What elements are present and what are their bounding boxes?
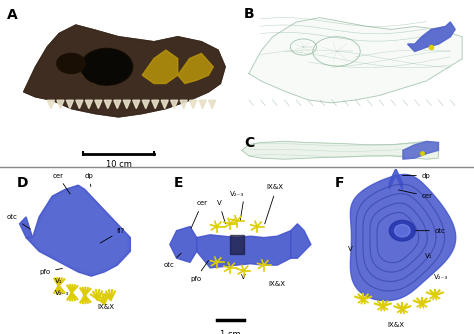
Text: dp: dp <box>402 173 430 179</box>
Polygon shape <box>47 100 55 109</box>
Text: V₁: V₁ <box>55 278 62 284</box>
Text: cer: cer <box>52 173 70 194</box>
Text: D: D <box>17 176 28 190</box>
Polygon shape <box>26 185 130 276</box>
Polygon shape <box>389 169 402 189</box>
Polygon shape <box>199 100 206 109</box>
Text: 1 cm: 1 cm <box>220 330 241 334</box>
Polygon shape <box>403 141 438 159</box>
Polygon shape <box>152 100 159 109</box>
Text: V: V <box>217 200 226 224</box>
Polygon shape <box>24 25 225 117</box>
Text: A: A <box>7 8 18 22</box>
Text: V₂₋₃: V₂₋₃ <box>55 291 69 296</box>
Polygon shape <box>114 100 121 109</box>
Polygon shape <box>32 190 126 272</box>
Text: B: B <box>244 7 255 21</box>
Polygon shape <box>190 100 197 109</box>
Text: dp: dp <box>85 173 93 187</box>
Text: IX&X: IX&X <box>387 322 404 328</box>
Polygon shape <box>171 100 178 109</box>
Polygon shape <box>178 53 213 84</box>
Text: otc: otc <box>7 214 30 229</box>
Text: pfo: pfo <box>39 269 63 275</box>
Text: C: C <box>244 136 255 150</box>
Text: V: V <box>241 274 246 280</box>
Polygon shape <box>161 100 168 109</box>
Polygon shape <box>95 100 102 109</box>
Polygon shape <box>197 231 291 268</box>
Text: E: E <box>174 176 183 190</box>
Circle shape <box>57 53 85 73</box>
Text: V: V <box>348 246 353 252</box>
Polygon shape <box>249 18 462 103</box>
Text: V₂₋₃: V₂₋₃ <box>434 274 448 280</box>
Text: IX&X: IX&X <box>98 304 115 310</box>
Text: cer: cer <box>399 190 433 199</box>
Polygon shape <box>133 100 140 109</box>
Text: cer: cer <box>191 200 208 228</box>
Text: IX&X: IX&X <box>266 184 283 190</box>
Text: 10 cm: 10 cm <box>106 160 131 169</box>
Polygon shape <box>209 100 216 109</box>
Polygon shape <box>291 224 311 258</box>
Text: pfo: pfo <box>190 261 209 282</box>
Polygon shape <box>76 100 83 109</box>
Polygon shape <box>104 100 111 109</box>
Polygon shape <box>66 100 73 109</box>
Polygon shape <box>142 100 149 109</box>
Ellipse shape <box>389 220 415 241</box>
Text: V₂₋₃: V₂₋₃ <box>230 191 244 197</box>
Text: V₁: V₁ <box>425 253 432 259</box>
Polygon shape <box>29 188 128 274</box>
Polygon shape <box>24 25 225 117</box>
Polygon shape <box>408 22 455 51</box>
Polygon shape <box>83 50 130 84</box>
Polygon shape <box>230 235 244 254</box>
Polygon shape <box>85 100 92 109</box>
Text: IX&X: IX&X <box>269 281 286 287</box>
Polygon shape <box>170 226 197 263</box>
Circle shape <box>82 49 132 84</box>
Text: otc: otc <box>414 228 446 234</box>
Polygon shape <box>19 217 33 237</box>
Polygon shape <box>142 50 178 84</box>
Text: otc: otc <box>163 253 181 268</box>
Polygon shape <box>350 174 456 301</box>
Polygon shape <box>57 100 64 109</box>
Text: fl?: fl? <box>100 228 126 243</box>
Text: F: F <box>335 176 344 190</box>
Circle shape <box>81 48 133 85</box>
Polygon shape <box>242 141 438 159</box>
Ellipse shape <box>394 224 410 237</box>
Polygon shape <box>408 22 455 51</box>
Polygon shape <box>123 100 130 109</box>
Polygon shape <box>180 100 187 109</box>
